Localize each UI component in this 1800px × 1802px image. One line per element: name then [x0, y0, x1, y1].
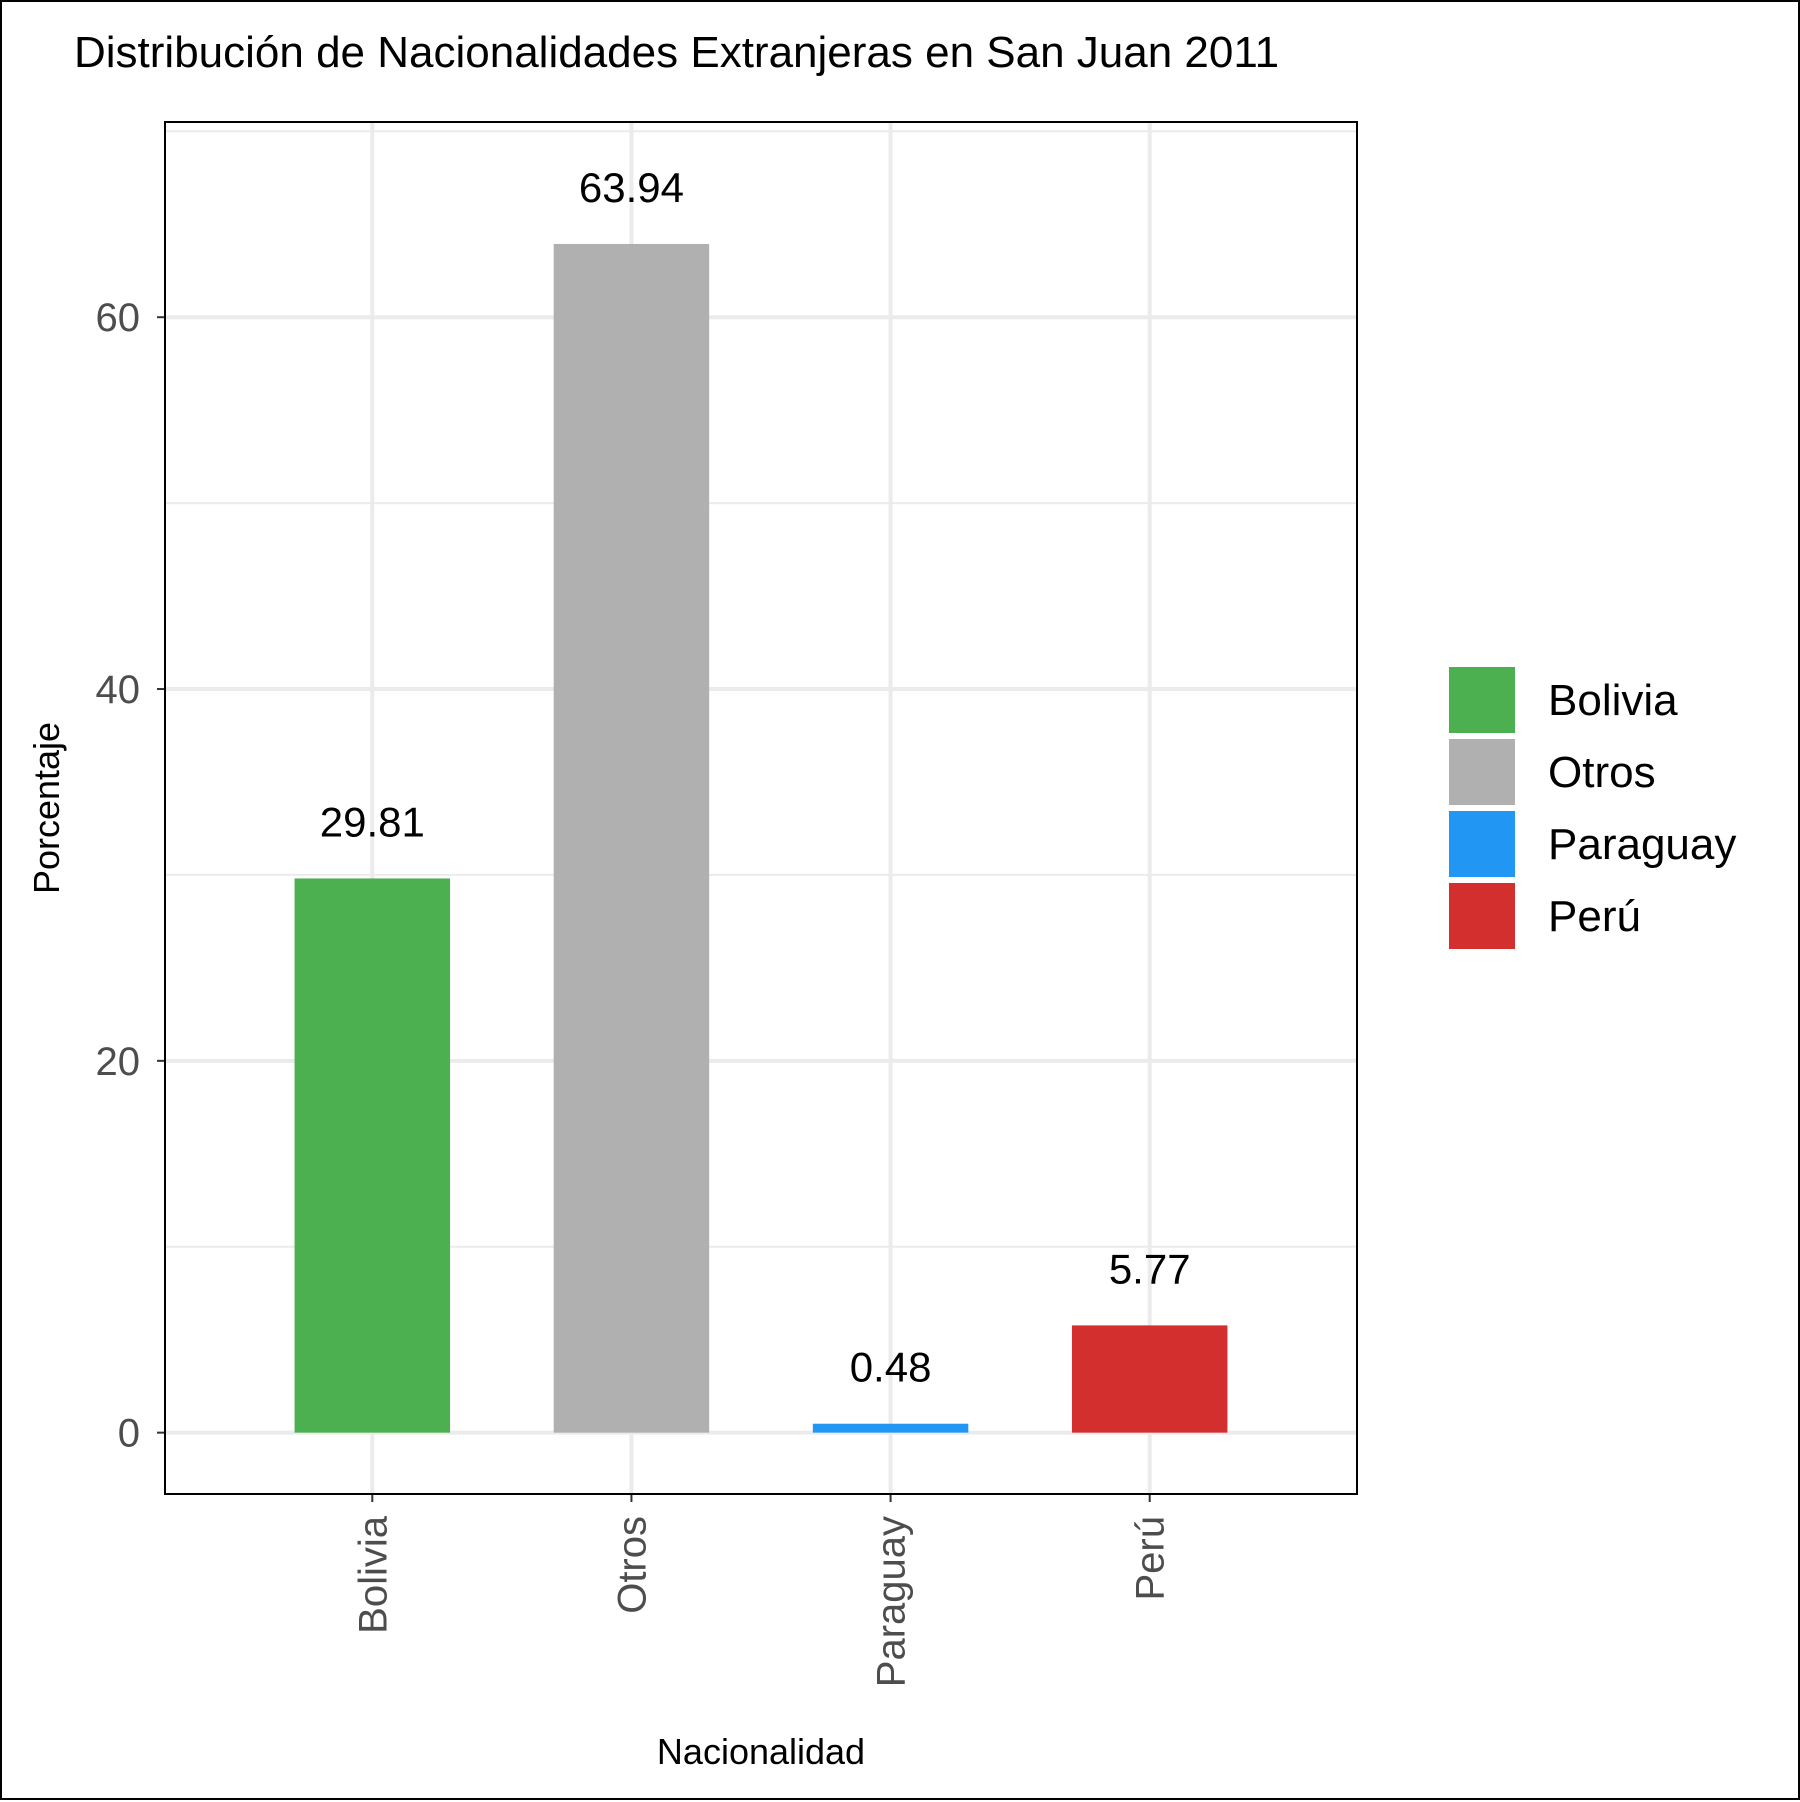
plot-panel-border: [164, 121, 1358, 1495]
bar-perú: [1071, 1325, 1228, 1433]
data-label-paraguay: 0.48: [850, 1344, 932, 1391]
x-tick-label: Perú: [1129, 1516, 1173, 1601]
chart-title: Distribución de Nacionalidades Extranjer…: [74, 28, 1279, 77]
data-labels: 29.81 63.94 0.48 5.77: [320, 164, 1191, 1391]
x-tick-label: Otros: [610, 1516, 654, 1614]
x-axis-ticks: Bolivia Otros Paraguay Perú: [351, 1494, 1173, 1687]
y-tick-label: 0: [118, 1412, 140, 1456]
bar-paraguay: [812, 1423, 969, 1433]
y-tick-label: 40: [96, 668, 141, 712]
bars: [294, 243, 1228, 1433]
legend-label-bolivia: Bolivia: [1548, 676, 1678, 725]
bar-otros: [553, 243, 710, 1433]
legend-key-perú: [1449, 883, 1515, 949]
legend-label-otros: Otros: [1548, 748, 1656, 797]
y-axis-title: Porcentaje: [26, 722, 67, 894]
legend: Bolivia Otros Paraguay Perú: [1449, 667, 1736, 949]
data-label-perú: 5.77: [1109, 1245, 1191, 1292]
x-tick-label: Paraguay: [870, 1516, 914, 1687]
legend-label-perú: Perú: [1548, 892, 1641, 941]
data-label-otros: 63.94: [579, 164, 684, 211]
x-axis-title: Nacionalidad: [657, 1731, 865, 1772]
data-label-bolivia: 29.81: [320, 798, 425, 845]
legend-label-paraguay: Paraguay: [1548, 820, 1736, 869]
legend-key-bolivia: [1449, 667, 1515, 733]
y-axis-ticks: 0 20 40 60: [96, 296, 165, 1456]
bar-bolivia: [294, 878, 451, 1433]
legend-key-paraguay: [1449, 811, 1515, 877]
y-tick-label: 60: [96, 296, 141, 340]
legend-key-otros: [1449, 739, 1515, 805]
y-tick-label: 20: [96, 1040, 141, 1084]
x-tick-label: Bolivia: [351, 1515, 395, 1634]
